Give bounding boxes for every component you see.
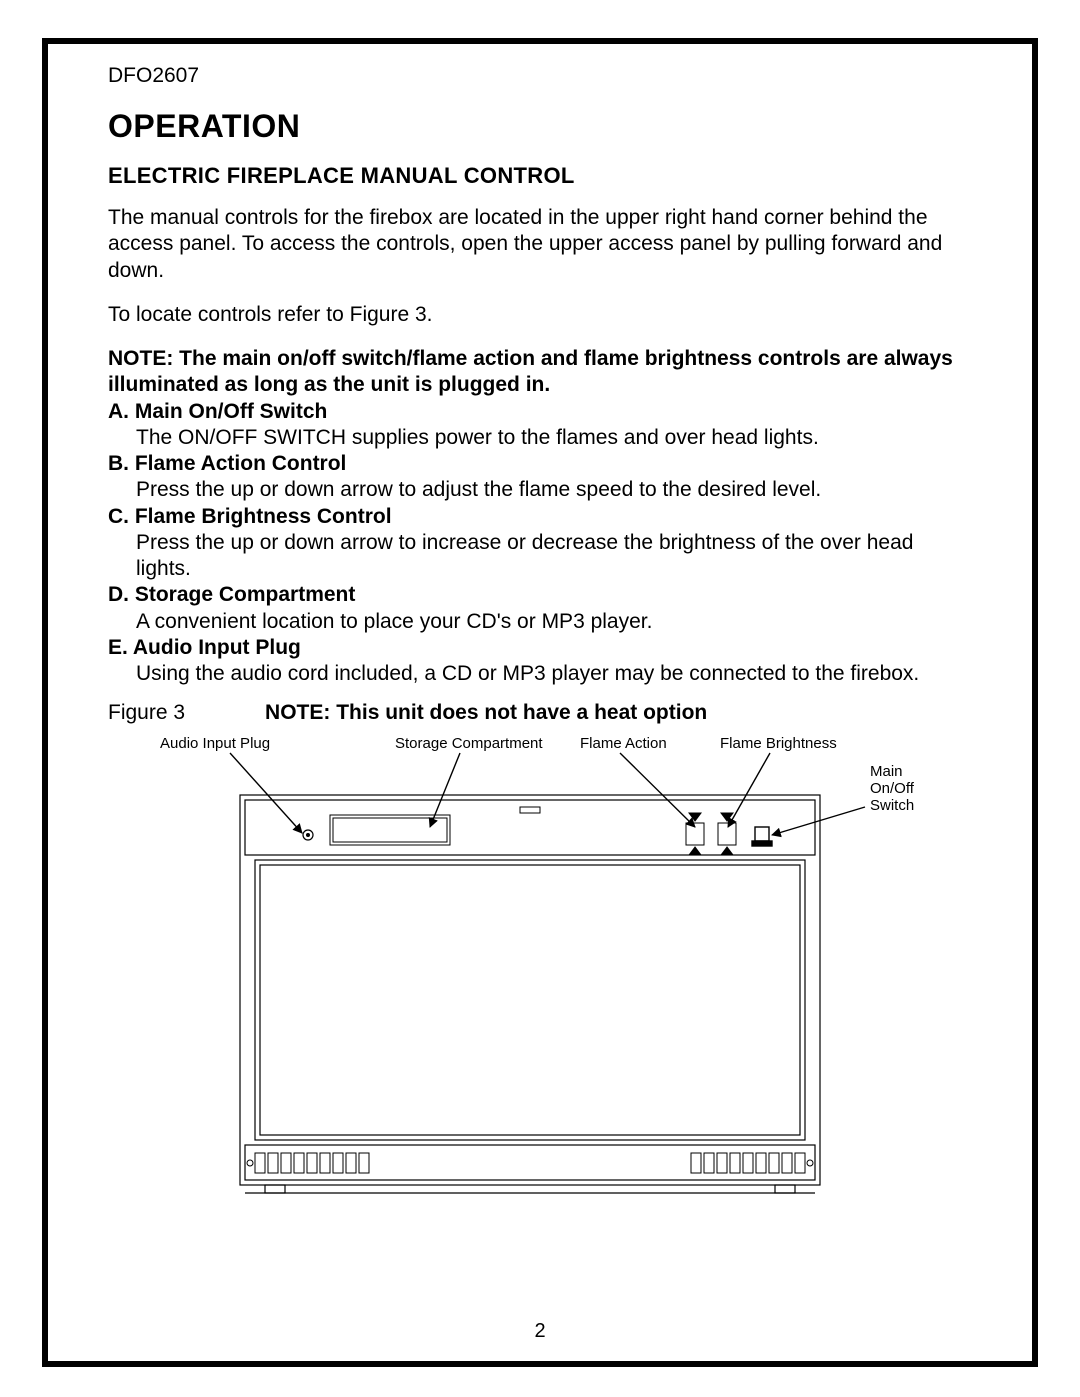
item-b-title: B. Flame Action Control: [108, 451, 972, 477]
callout-storage: Storage Compartment: [395, 735, 543, 752]
intro-paragraph-1: The manual controls for the firebox are …: [108, 205, 972, 284]
section-subheading: ELECTRIC FIREPLACE MANUAL CONTROL: [108, 163, 972, 189]
item-c-body: Press the up or down arrow to increase o…: [136, 530, 972, 583]
figure-label: Figure 3: [108, 701, 185, 725]
note-main: NOTE: The main on/off switch/flame actio…: [108, 346, 972, 399]
callout-main-switch: Main On/Off Switch: [870, 763, 914, 814]
item-d-title: D. Storage Compartment: [108, 582, 972, 608]
callout-audio-input: Audio Input Plug: [160, 735, 270, 752]
item-d-body: A convenient location to place your CD's…: [136, 609, 972, 635]
item-a-title: A. Main On/Off Switch: [108, 399, 972, 425]
item-e-body: Using the audio cord included, a CD or M…: [136, 661, 972, 687]
model-number: DFO2607: [108, 64, 972, 88]
item-a-body: The ON/OFF SWITCH supplies power to the …: [136, 425, 972, 451]
controls-list: NOTE: The main on/off switch/flame actio…: [108, 346, 972, 687]
item-c-title: C. Flame Brightness Control: [108, 504, 972, 530]
item-b-body: Press the up or down arrow to adjust the…: [136, 477, 972, 503]
fireplace-svg: [160, 735, 920, 1235]
callout-flame-brightness: Flame Brightness: [720, 735, 837, 752]
page-title: OPERATION: [108, 108, 972, 145]
page-number: 2: [48, 1320, 1032, 1343]
figure-note: NOTE: This unit does not have a heat opt…: [265, 701, 707, 725]
intro-paragraph-2: To locate controls refer to Figure 3.: [108, 302, 972, 328]
item-e-title: E. Audio Input Plug: [108, 635, 972, 661]
callout-flame-action: Flame Action: [580, 735, 667, 752]
figure-3-diagram: Audio Input Plug Storage Compartment Fla…: [160, 735, 920, 1235]
